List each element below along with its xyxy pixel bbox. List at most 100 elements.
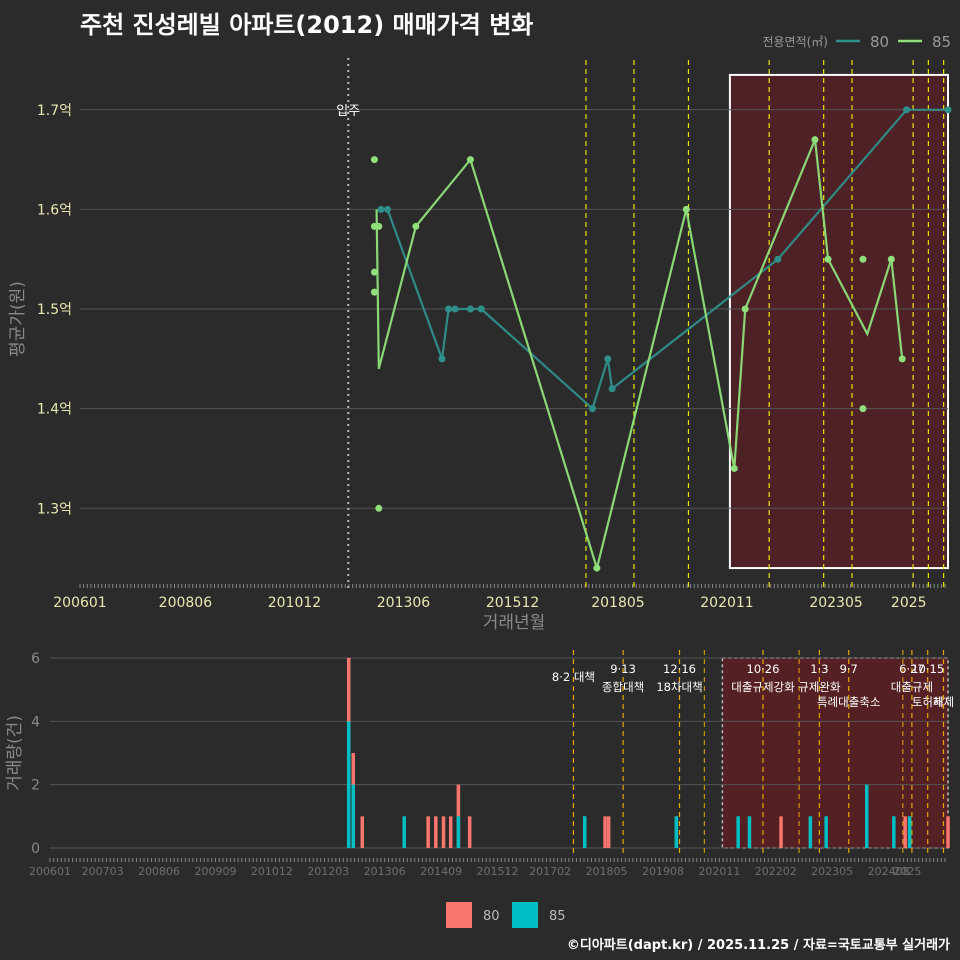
bar-85 — [736, 816, 740, 848]
data-point-85 — [824, 255, 832, 263]
data-point-80 — [774, 255, 782, 263]
data-point-80 — [445, 305, 453, 313]
data-point-85 — [811, 136, 819, 144]
policy-label: 규제완화 — [798, 680, 841, 694]
data-point-80 — [608, 385, 616, 393]
policy-label: 종합대책 — [602, 680, 644, 694]
data-point-80 — [466, 305, 474, 313]
data-point-80 — [451, 305, 459, 313]
legend-label-bar-85: 85 — [549, 909, 566, 924]
data-point-85 — [370, 288, 378, 296]
x-tick-label-bottom: 201203 — [307, 865, 349, 878]
policy-label: 특례대출축소 — [817, 695, 880, 709]
bar-85 — [402, 816, 406, 848]
y-tick-label: 1.7억 — [37, 103, 72, 119]
x-tick-label: 201306 — [377, 595, 431, 611]
data-point-80 — [903, 106, 911, 114]
bar-85 — [907, 816, 912, 848]
policy-date: 1·3 — [810, 662, 828, 676]
bar-80 — [903, 816, 907, 848]
policy-label: 해제 — [933, 695, 954, 709]
legend-label-80: 80 — [870, 33, 889, 51]
data-point-80 — [477, 305, 485, 313]
policy-label: 대출규제 — [891, 680, 933, 694]
data-point-80 — [438, 355, 446, 363]
y-axis-label: 평균가(원) — [8, 281, 28, 357]
data-point-80 — [604, 355, 612, 363]
x-tick-label: 2025 — [891, 595, 927, 611]
y-tick-label-bottom: 2 — [31, 778, 40, 794]
bar-85 — [582, 816, 587, 848]
y-tick-label: 1.5억 — [37, 302, 72, 318]
data-point-80 — [944, 106, 952, 114]
x-tick-label-bottom: 201512 — [476, 865, 518, 878]
policy-label: 대출규제강화 — [731, 680, 795, 694]
x-tick-label: 201805 — [591, 595, 644, 611]
policy-label: 18차대책 — [656, 680, 702, 694]
bar-80 — [434, 816, 438, 848]
x-tick-label-bottom: 200909 — [194, 865, 236, 878]
x-tick-label-bottom: 201805 — [586, 865, 628, 878]
data-point-85 — [412, 222, 420, 230]
legend-title: 전용면적(㎡) — [762, 35, 828, 49]
x-tick-label-bottom: 202202 — [755, 865, 797, 878]
bar-85 — [824, 816, 828, 848]
bar-85 — [456, 816, 461, 848]
bar-85 — [674, 816, 679, 848]
chart-title: 주천 진성레빌 아파트(2012) 매매가격 변화 — [80, 11, 534, 39]
x-tick-label: 201512 — [486, 595, 539, 611]
data-point-80 — [384, 205, 392, 213]
bar-80 — [360, 816, 365, 848]
data-point-85 — [375, 222, 383, 230]
y-tick-label: 1.4억 — [37, 402, 72, 418]
x-tick-label-bottom: 202011 — [698, 865, 740, 878]
bar-85 — [351, 784, 355, 848]
bar-80 — [441, 816, 446, 848]
legend-swatch-bar-80 — [446, 902, 472, 928]
bar-85 — [346, 721, 351, 848]
bar-85 — [892, 816, 896, 848]
x-tick-label: 201012 — [268, 595, 321, 611]
x-axis-label: 거래년월 — [483, 613, 546, 633]
bar-85 — [865, 784, 869, 848]
data-point-85 — [898, 355, 906, 363]
data-point-85 — [370, 156, 378, 164]
policy-date: 9·7 — [840, 662, 858, 676]
x-tick-label-bottom: 200601 — [29, 865, 71, 878]
bar-80 — [603, 816, 607, 848]
policy-label: 8·2 대책 — [552, 670, 595, 684]
x-tick-label-bottom: 2025 — [893, 865, 921, 878]
data-point-80 — [377, 205, 385, 213]
legend-swatch-bar-85 — [512, 902, 538, 928]
bar-80 — [946, 816, 950, 848]
x-tick-label-bottom: 201702 — [529, 865, 571, 878]
bar-80 — [606, 816, 611, 848]
x-tick-label: 202011 — [700, 595, 753, 611]
bar-80 — [779, 816, 783, 848]
y-tick-label-bottom: 6 — [31, 651, 40, 667]
y-tick-label: 1.3억 — [37, 501, 72, 517]
bar-80 — [426, 816, 430, 848]
x-tick-label-bottom: 200806 — [138, 865, 180, 878]
x-tick-label: 200806 — [159, 595, 213, 611]
data-point-85 — [730, 464, 738, 472]
legend-label-bar-80: 80 — [483, 909, 500, 924]
footer-credit: ©디아파트(dapt.kr) / 2025.11.25 / 자료=국토교통부 실… — [566, 938, 950, 953]
bar-80 — [448, 816, 453, 848]
policy-date: 10·15 — [911, 662, 944, 676]
policy-date: 12·16 — [663, 662, 696, 676]
policy-date: 10·26 — [747, 662, 780, 676]
data-point-85 — [741, 305, 749, 313]
x-tick-label: 202305 — [809, 595, 862, 611]
move-in-label: 입주 — [336, 104, 360, 119]
bar-85 — [747, 816, 752, 848]
x-tick-label-bottom: 201306 — [364, 865, 406, 878]
x-tick-label-bottom: 202305 — [811, 865, 853, 878]
x-tick-label-bottom: 200703 — [82, 865, 124, 878]
policy-label: 토허제 — [912, 695, 944, 709]
x-tick-label-bottom: 202408 — [868, 865, 910, 878]
data-point-85 — [370, 268, 378, 276]
data-point-85 — [887, 255, 895, 263]
